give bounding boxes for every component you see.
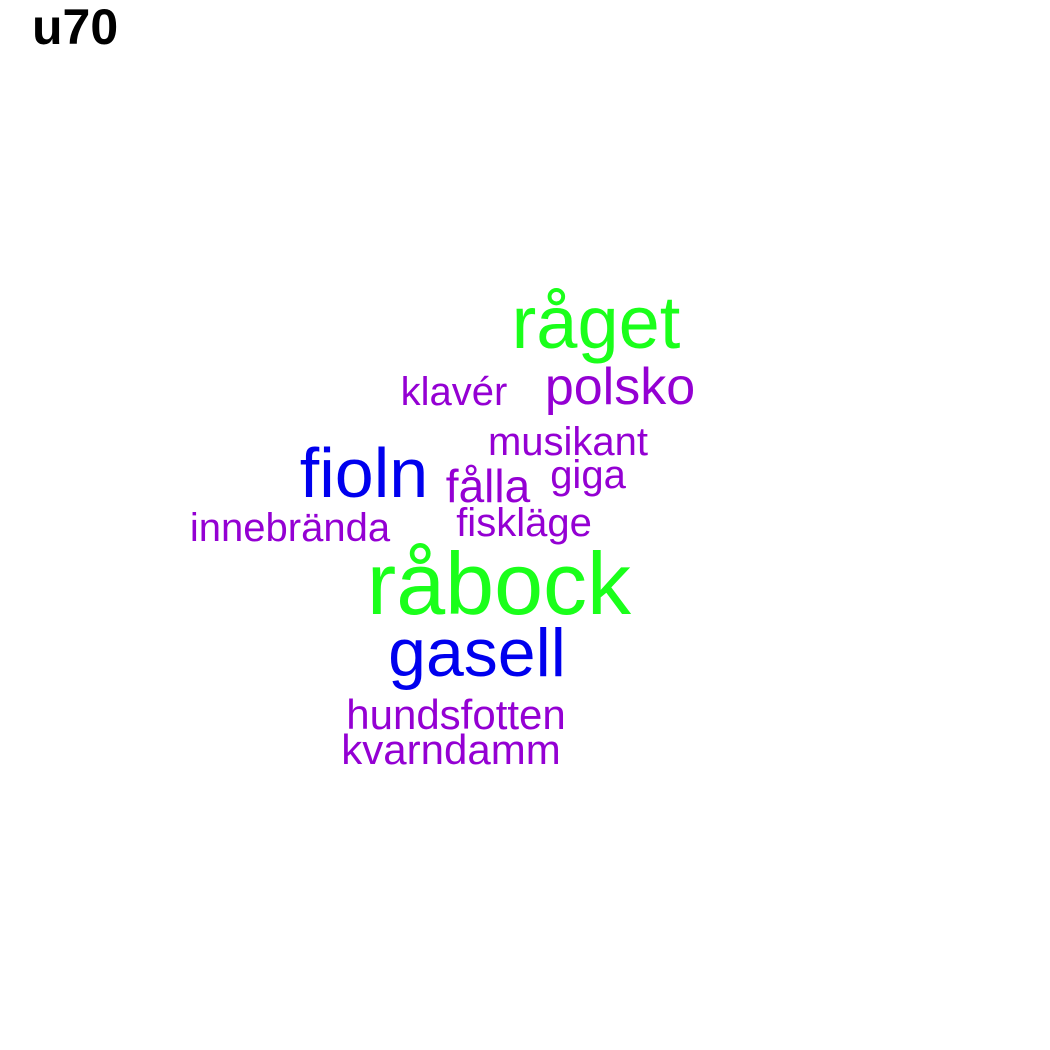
word-fioln: fioln: [299, 434, 429, 512]
word-gasell: gasell: [388, 615, 566, 691]
word-hundsfotten: hundsfotten: [346, 691, 566, 738]
word-raget: råget: [511, 281, 681, 364]
word-klaver: klavér: [400, 370, 508, 414]
page-title: u70: [32, 0, 119, 55]
word-giga: giga: [550, 453, 626, 497]
word-fisklage: fiskläge: [456, 501, 592, 545]
word-innebranda: innebrända: [189, 506, 391, 550]
word-falla: fålla: [445, 460, 531, 512]
word-polsko: polsko: [544, 358, 696, 416]
word-rabock: råbock: [366, 534, 632, 633]
word-musikant: musikant: [487, 420, 649, 464]
word-kvarndamm: kvarndamm: [341, 726, 561, 773]
